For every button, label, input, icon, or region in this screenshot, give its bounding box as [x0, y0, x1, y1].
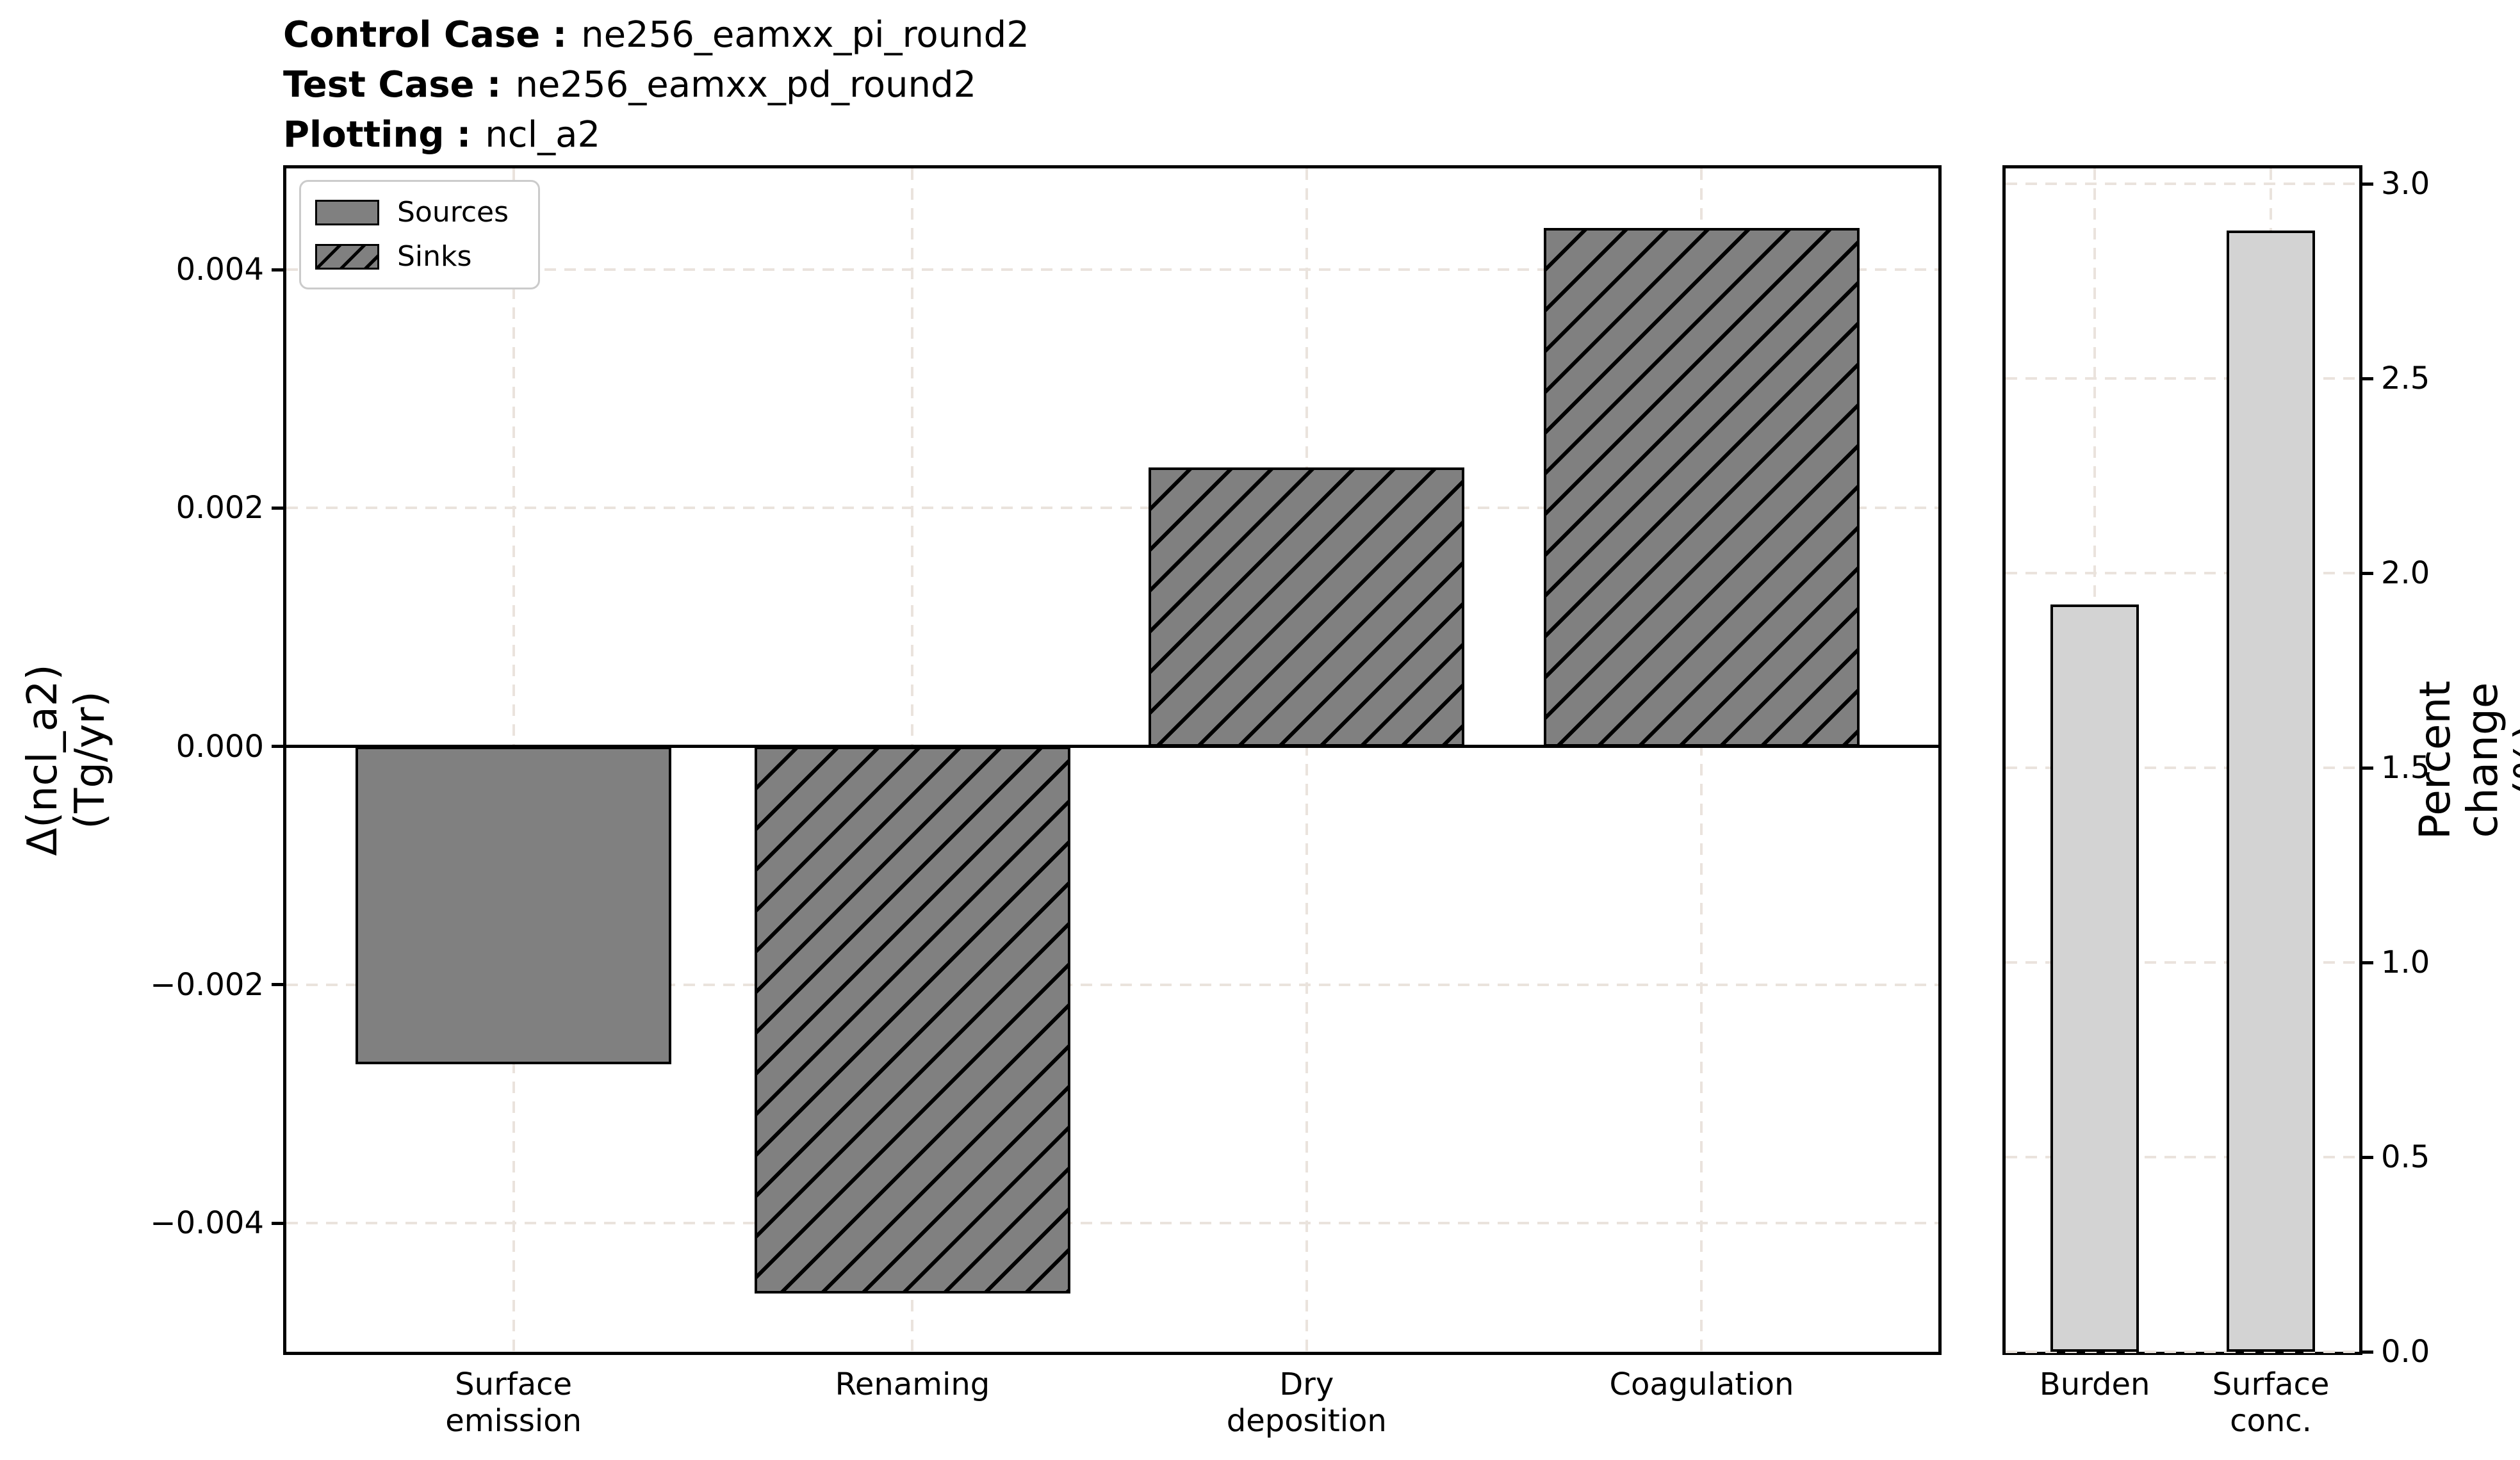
legend-sources-label: Sources	[397, 196, 509, 229]
y-tick-label: 0.000	[176, 728, 264, 765]
gridline	[2006, 1350, 2359, 1353]
x-tick-label-renaming: Renaming	[835, 1367, 990, 1402]
legend: Sources Sinks	[299, 180, 540, 289]
test-case-label: Test Case :	[283, 64, 502, 106]
y-tick-mark	[2359, 961, 2373, 964]
gridline	[286, 1222, 1938, 1224]
y-tick-mark	[272, 268, 283, 272]
y-tick-label: 0.004	[176, 252, 264, 288]
bar-burden	[2050, 604, 2140, 1352]
x-tick-label-coagulation: Coagulation	[1609, 1367, 1794, 1402]
gridline	[2006, 766, 2359, 770]
legend-sinks-label: Sinks	[397, 239, 472, 273]
x-tick-label-surface-conc: Surface conc.	[2212, 1367, 2330, 1439]
percent-axes	[2002, 165, 2362, 1355]
y-tick-mark	[2359, 377, 2373, 380]
y-tick-mark	[2359, 571, 2373, 575]
bar-coagulation	[1543, 228, 1860, 747]
y-tick-label: 2.5	[2381, 361, 2430, 397]
test-case-value: ne256_eamxx_pd_round2	[515, 64, 977, 106]
legend-item-sinks: Sinks	[315, 239, 524, 273]
gridline	[286, 983, 1938, 986]
y-tick-label: 3.0	[2381, 166, 2430, 202]
x-tick-label-burden: Burden	[2039, 1367, 2150, 1402]
x-tick-label-surface-emission: Surface emission	[445, 1367, 582, 1439]
gridline	[286, 507, 1938, 510]
y-tick-mark	[272, 745, 283, 749]
gridline	[1305, 168, 1308, 1352]
y-tick-mark	[2359, 182, 2373, 186]
y-tick-mark	[272, 506, 283, 510]
y-tick-label: 0.0	[2381, 1334, 2430, 1370]
gridline	[2006, 1156, 2359, 1159]
y-tick-label: 0.002	[176, 490, 264, 526]
y-tick-label: 2.0	[2381, 555, 2430, 592]
gridline	[2006, 961, 2359, 964]
bar-surface-emission	[356, 746, 672, 1065]
control-case-value: ne256_eamxx_pi_round2	[581, 14, 1029, 56]
figure-header: Control Case : ne256_eamxx_pi_round2 Test…	[283, 10, 1029, 160]
x-tick-label-dry-deposition: Dry deposition	[1226, 1367, 1387, 1439]
gridline	[2006, 182, 2359, 186]
gridline	[2006, 572, 2359, 575]
sources-swatch-icon	[315, 200, 379, 226]
y-tick-mark	[272, 983, 283, 987]
plotting-line: Plotting : ncl_a2	[283, 110, 1029, 160]
y-tick-label: 1.0	[2381, 945, 2430, 981]
legend-item-sources: Sources	[315, 199, 524, 227]
y-tick-mark	[2359, 766, 2373, 770]
gridline	[286, 268, 1938, 272]
plotting-value: ncl_a2	[485, 114, 601, 156]
gridline	[2006, 377, 2359, 380]
plotting-label: Plotting :	[283, 114, 471, 156]
y-tick-label: 0.5	[2381, 1139, 2430, 1176]
sinks-swatch-icon	[315, 243, 379, 270]
y-tick-label: −0.004	[150, 1205, 264, 1241]
bar-dry-deposition	[1149, 467, 1465, 747]
gridline	[1700, 168, 1703, 1352]
y-tick-mark	[272, 1221, 283, 1225]
test-case-line: Test Case : ne256_eamxx_pd_round2	[283, 60, 1029, 110]
control-case-label: Control Case :	[283, 14, 568, 56]
main-axes	[283, 165, 1942, 1355]
y-tick-mark	[2359, 1350, 2373, 1354]
bar-surface-conc	[2227, 231, 2315, 1352]
bar-renaming	[754, 746, 1070, 1294]
y-tick-label: 1.5	[2381, 750, 2430, 786]
y-tick-label: −0.002	[150, 966, 264, 1003]
y-tick-mark	[2359, 1155, 2373, 1159]
control-case-line: Control Case : ne256_eamxx_pi_round2	[283, 10, 1029, 60]
zero-line	[286, 745, 1938, 749]
